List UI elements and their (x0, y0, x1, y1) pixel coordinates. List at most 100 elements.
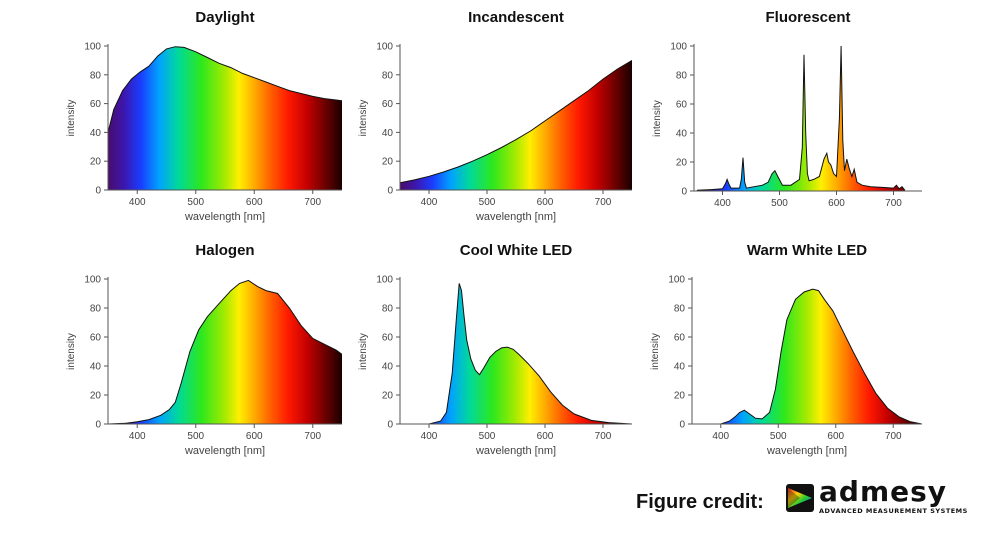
y-tick-label: 100 (668, 275, 685, 286)
credit-label: Figure credit: (636, 490, 764, 513)
y-tick-label: 60 (90, 333, 102, 344)
x-axis-label: wavelength [nm] (184, 211, 265, 223)
admesy-logo-wordmark: admesy (819, 475, 948, 508)
spectrum-area (696, 46, 905, 191)
x-tick-label: 500 (479, 197, 496, 208)
y-tick-label: 40 (90, 362, 102, 373)
spectrum-line (692, 288, 922, 424)
chart-title: Incandescent (468, 9, 564, 26)
x-tick-label: 700 (885, 198, 902, 209)
y-axis-label: intensity (652, 100, 663, 137)
x-tick-label: 700 (304, 197, 321, 208)
y-tick-label: 0 (679, 420, 685, 431)
y-tick-label: 0 (681, 187, 687, 198)
y-tick-label: 0 (387, 420, 393, 431)
spectrum-area (692, 289, 922, 424)
y-tick-label: 0 (95, 420, 101, 431)
figure-credit: Figure credit: (636, 484, 764, 520)
y-tick-label: 100 (670, 42, 687, 53)
spectrum-line (108, 46, 342, 133)
y-tick-label: 60 (382, 99, 394, 110)
spectrum-line (108, 279, 342, 424)
spectrum-area (108, 280, 342, 424)
chart-panel: Cool White LED 0 20 40 60 80 100 400 500 600 700 wa… (358, 242, 632, 457)
y-tick-label: 100 (84, 275, 101, 286)
chart-title: Fluorescent (765, 9, 850, 26)
y-axis-label: intensity (358, 333, 369, 370)
x-tick-label: 400 (712, 431, 729, 442)
x-tick-label: 400 (421, 431, 438, 442)
spectrum-area (400, 283, 632, 424)
y-axis-label: intensity (650, 333, 661, 370)
x-tick-label: 600 (246, 431, 263, 442)
x-tick-label: 600 (537, 431, 554, 442)
chart-panel: Fluorescent 0 20 40 60 80 100 400 500 600 700 inten… (652, 9, 922, 209)
x-axis-label: wavelength [nm] (475, 445, 556, 457)
y-tick-label: 20 (90, 391, 102, 402)
y-tick-label: 100 (84, 42, 101, 53)
y-tick-label: 20 (90, 157, 102, 168)
x-tick-label: 500 (770, 431, 787, 442)
admesy-logo-icon (786, 484, 814, 512)
x-tick-label: 600 (827, 431, 844, 442)
spectrum-area (108, 46, 342, 190)
x-tick-label: 700 (595, 197, 612, 208)
chart-title: Daylight (195, 9, 254, 26)
x-tick-label: 400 (421, 197, 438, 208)
y-tick-label: 60 (382, 333, 394, 344)
x-tick-label: 600 (246, 197, 263, 208)
y-axis-label: intensity (66, 333, 77, 370)
spectrum-line (400, 59, 632, 184)
y-tick-label: 40 (674, 362, 686, 373)
y-tick-label: 80 (674, 304, 686, 315)
x-tick-label: 600 (537, 197, 554, 208)
spectrum-line (696, 45, 906, 191)
x-tick-label: 700 (304, 431, 321, 442)
chart-title: Warm White LED (747, 242, 867, 259)
y-tick-label: 80 (676, 71, 688, 82)
y-tick-label: 40 (382, 362, 394, 373)
y-tick-label: 40 (90, 128, 102, 139)
x-tick-label: 600 (828, 198, 845, 209)
y-tick-label: 80 (382, 304, 394, 315)
y-tick-label: 100 (376, 42, 393, 53)
y-tick-label: 80 (382, 70, 394, 81)
x-tick-label: 400 (129, 431, 146, 442)
y-tick-label: 80 (90, 70, 102, 81)
admesy-logo: admesy ADVANCED MEASUREMENT SYSTEMS (785, 476, 970, 520)
y-axis-label: intensity (358, 100, 369, 137)
x-axis-label: wavelength [nm] (475, 211, 556, 223)
y-tick-label: 40 (382, 128, 394, 139)
spectrum-area (400, 60, 632, 190)
x-tick-label: 500 (187, 197, 204, 208)
spectrum-line (400, 283, 632, 424)
x-tick-label: 500 (187, 431, 204, 442)
y-tick-label: 60 (676, 100, 688, 111)
y-tick-label: 100 (376, 275, 393, 286)
chart-panel: Halogen 0 20 40 60 80 100 400 500 600 700 wavelengt… (66, 242, 342, 457)
chart-title: Cool White LED (460, 242, 573, 259)
x-tick-label: 400 (129, 197, 146, 208)
x-tick-label: 700 (885, 431, 902, 442)
y-tick-label: 60 (674, 333, 686, 344)
y-tick-label: 0 (95, 186, 101, 197)
chart-panel: Incandescent 0 20 40 60 80 100 400 500 600 700 wave… (358, 9, 632, 223)
y-axis-label: intensity (66, 100, 77, 137)
x-axis-label: wavelength [nm] (184, 445, 265, 457)
y-tick-label: 20 (676, 158, 688, 169)
chart-panel: Daylight 0 20 40 60 80 100 400 500 600 700 waveleng… (66, 9, 342, 223)
x-tick-label: 500 (479, 431, 496, 442)
y-tick-label: 20 (382, 157, 394, 168)
admesy-logo-tagline: ADVANCED MEASUREMENT SYSTEMS (819, 507, 968, 515)
x-tick-label: 700 (595, 431, 612, 442)
x-axis-label: wavelength [nm] (766, 445, 847, 457)
y-tick-label: 80 (90, 304, 102, 315)
x-tick-label: 400 (714, 198, 731, 209)
y-tick-label: 0 (387, 186, 393, 197)
y-tick-label: 20 (382, 391, 394, 402)
chart-title: Halogen (195, 242, 254, 259)
x-tick-label: 500 (771, 198, 788, 209)
y-tick-label: 40 (676, 129, 688, 140)
y-tick-label: 60 (90, 99, 102, 110)
